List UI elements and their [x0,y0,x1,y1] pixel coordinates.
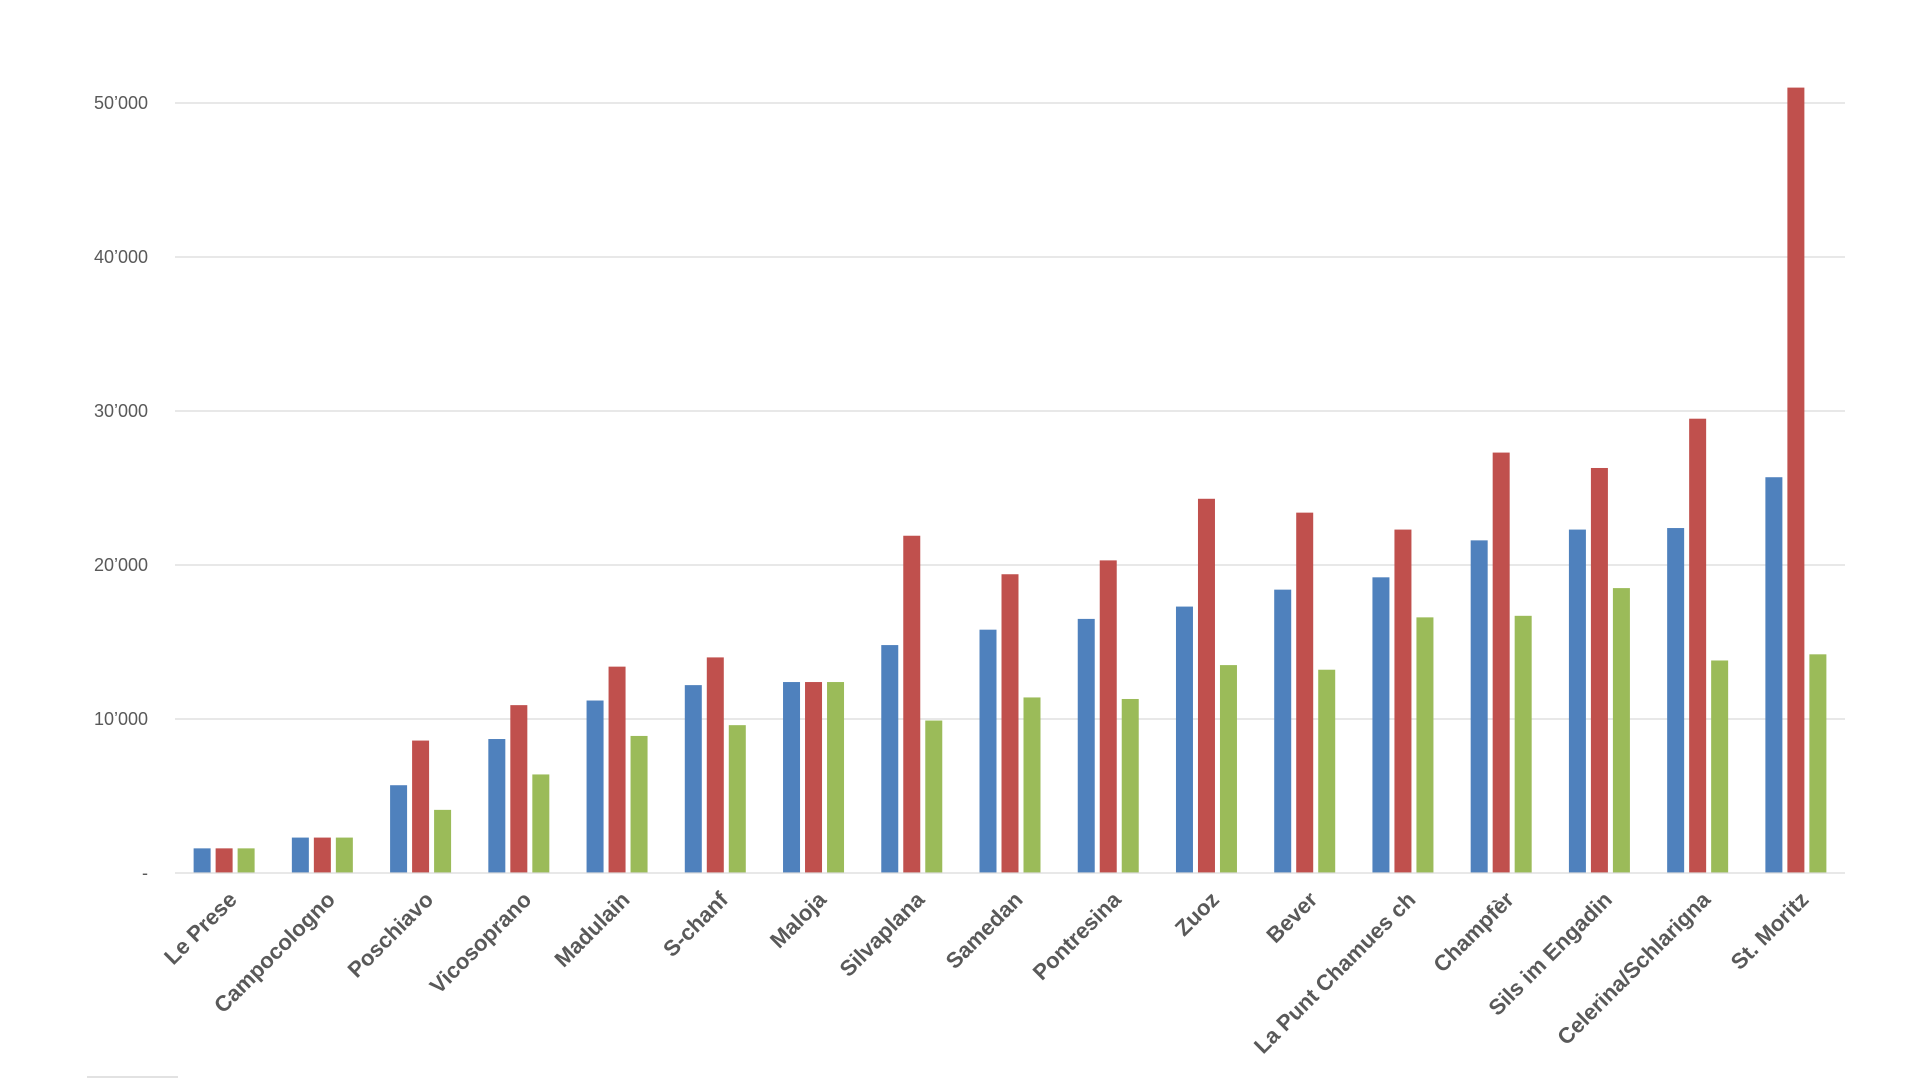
bar-series-3 [925,720,943,873]
bar-series-1 [1274,589,1292,873]
bar-series-2 [903,535,921,873]
bars [193,87,1827,874]
bar-series-3 [1023,697,1041,873]
bar-series-1 [586,700,604,873]
y-tick-label: 10’000 [94,709,148,729]
bar-series-3 [1121,698,1139,873]
bar-series-3 [1219,665,1237,873]
bar-series-2 [1197,498,1215,873]
bar-series-3 [1416,617,1434,873]
bar-series-2 [1689,418,1707,873]
bar-series-2 [1394,529,1412,873]
bar-series-1 [1372,577,1390,873]
x-tick-label: Poschiavo [343,887,438,982]
y-tick-label: 20’000 [94,555,148,575]
x-tick-label: S-chanf [658,886,733,961]
bar-series-2 [313,837,331,873]
x-tick-label: Samedan [941,887,1028,974]
x-tick-label: Maloja [765,886,832,953]
x-tick-label: Bever [1261,887,1322,948]
y-tick-label: 30’000 [94,401,148,421]
x-tick-label: Zuoz [1170,887,1224,941]
bar-series-2 [608,666,626,873]
bar-series-1 [1568,529,1586,873]
bar-series-3 [630,735,648,873]
bar-series-1 [1175,606,1193,873]
bar-series-2 [1590,467,1608,873]
bar-series-2 [215,848,233,873]
bar-series-3 [827,682,845,873]
y-tick-label: 50’000 [94,93,148,113]
bar-series-1 [291,837,309,873]
bar-series-1 [1077,618,1095,873]
bar-series-3 [1318,669,1336,873]
bar-series-1 [488,739,506,873]
bar-series-1 [193,848,211,873]
bar-series-1 [783,682,801,873]
bar-series-3 [237,848,255,873]
bar-series-3 [532,774,550,873]
x-tick-label: Vicosoprano [425,887,537,999]
bar-series-1 [1765,477,1783,873]
gridlines [175,102,1845,720]
bar-series-2 [1296,512,1314,873]
bar-series-3 [728,725,746,873]
y-tick-label: - [142,863,148,883]
x-tick-label: La Punt Chamues ch [1249,887,1421,1059]
bar-series-2 [1001,574,1019,873]
bar-series-1 [881,645,899,873]
bar-series-2 [1787,87,1805,874]
bar-series-3 [1514,615,1532,873]
bar-series-1 [1470,540,1488,873]
y-tick-label: 40’000 [94,247,148,267]
y-axis-ticks: - 10’000 20’000 30’000 40’000 50’000 [94,93,148,883]
bar-series-1 [684,685,702,873]
x-tick-label: Le Prese [159,887,242,970]
bar-series-2 [1492,452,1510,873]
x-tick-label: Madulain [549,887,634,972]
bar-series-3 [1711,660,1729,873]
x-tick-label: Pontresina [1028,886,1127,985]
bar-series-1 [390,785,408,873]
bar-series-3 [434,809,452,873]
bar-series-2 [1099,560,1117,873]
bar-series-2 [510,705,528,873]
bar-series-2 [805,682,823,873]
bar-series-2 [706,657,724,873]
bar-series-1 [1667,528,1685,873]
bar-series-2 [412,740,430,873]
x-tick-label: St. Moritz [1726,887,1814,975]
x-tick-label: Silvaplana [835,886,930,981]
x-tick-label: Champfèr [1428,887,1519,978]
bar-series-1 [979,629,997,873]
bar-series-3 [1612,588,1630,873]
bar-series-3 [335,837,353,873]
bar-series-3 [1809,654,1827,873]
